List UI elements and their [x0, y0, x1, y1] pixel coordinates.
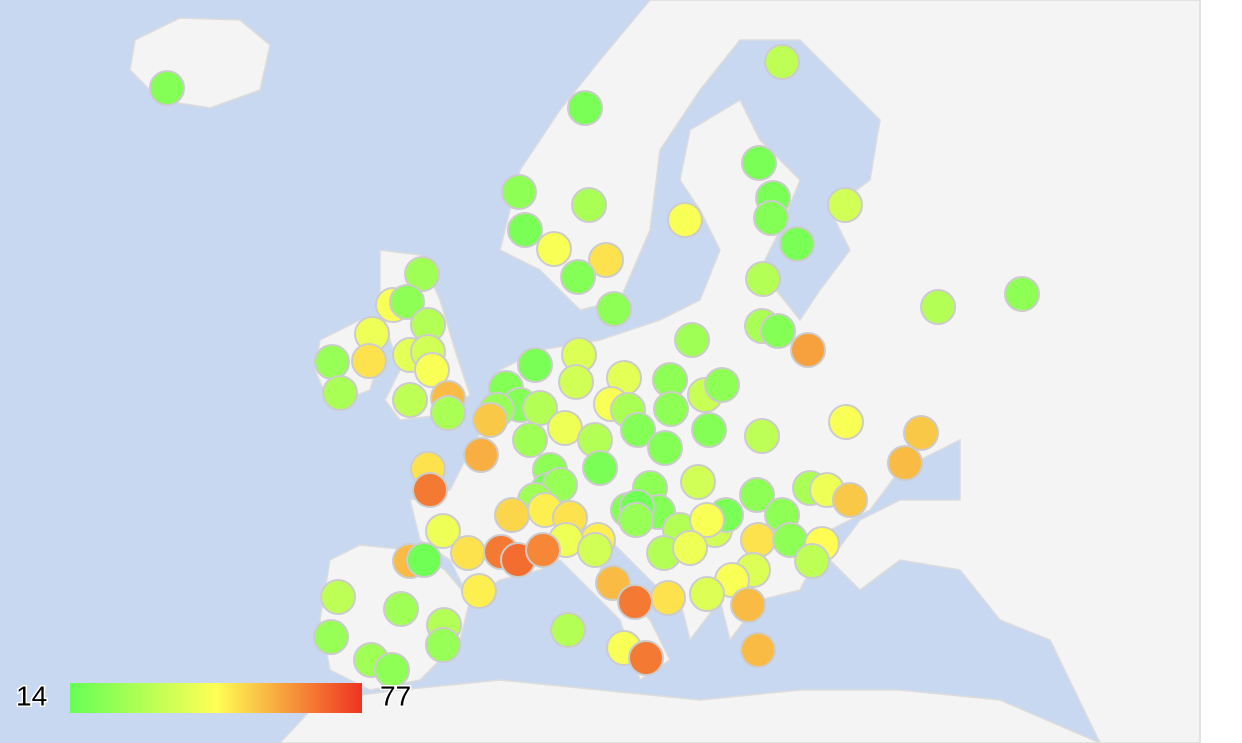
bubble[interactable] — [753, 200, 789, 236]
bubble[interactable] — [617, 584, 653, 620]
bubble[interactable] — [425, 627, 461, 663]
bubble[interactable] — [525, 532, 561, 568]
bubble[interactable] — [618, 502, 654, 538]
bubble[interactable] — [887, 445, 923, 481]
bubble[interactable] — [383, 591, 419, 627]
bubble[interactable] — [472, 402, 508, 438]
bubble[interactable] — [691, 412, 727, 448]
bubble[interactable] — [704, 367, 740, 403]
bubble[interactable] — [351, 343, 387, 379]
bubble[interactable] — [507, 212, 543, 248]
bubble[interactable] — [425, 513, 461, 549]
bubble[interactable] — [647, 430, 683, 466]
bubble[interactable] — [628, 640, 664, 676]
bubble[interactable] — [558, 364, 594, 400]
bubble[interactable] — [412, 472, 448, 508]
bubble[interactable] — [689, 576, 725, 612]
legend-max: 77 — [380, 680, 411, 711]
bubble[interactable] — [313, 619, 349, 655]
bubble[interactable] — [550, 612, 586, 648]
bubble[interactable] — [512, 422, 548, 458]
bubble[interactable] — [674, 322, 710, 358]
bubble[interactable] — [389, 284, 425, 320]
bubble[interactable] — [314, 344, 350, 380]
bubble[interactable] — [903, 415, 939, 451]
bubble[interactable] — [596, 291, 632, 327]
bubble[interactable] — [560, 259, 596, 295]
bubble[interactable] — [790, 332, 826, 368]
bubble[interactable] — [461, 573, 497, 609]
bubble[interactable] — [374, 652, 410, 688]
bubble[interactable] — [764, 44, 800, 80]
bubble[interactable] — [779, 226, 815, 262]
legend: 14 77 — [15, 679, 413, 713]
bubble[interactable] — [667, 202, 703, 238]
bubble[interactable] — [653, 391, 689, 427]
bubble[interactable] — [149, 70, 185, 106]
bubble[interactable] — [404, 256, 440, 292]
bubble[interactable] — [406, 542, 442, 578]
legend-min: 14 — [16, 680, 47, 711]
bubble[interactable] — [517, 347, 553, 383]
bubble[interactable] — [744, 418, 780, 454]
bubble[interactable] — [414, 352, 450, 388]
bubble[interactable] — [741, 145, 777, 181]
bubble[interactable] — [522, 390, 558, 426]
bubble[interactable] — [450, 535, 486, 571]
bubble[interactable] — [430, 395, 466, 431]
bubble[interactable] — [832, 482, 868, 518]
bubble[interactable] — [672, 530, 708, 566]
bubble[interactable] — [794, 543, 830, 579]
color-scale — [70, 683, 362, 713]
bubble[interactable] — [745, 261, 781, 297]
bubble[interactable] — [689, 502, 725, 538]
bubble[interactable] — [571, 187, 607, 223]
bubble[interactable] — [320, 579, 356, 615]
bubble[interactable] — [577, 532, 613, 568]
bubble[interactable] — [1004, 276, 1040, 312]
bubble[interactable] — [536, 231, 572, 267]
bubble[interactable] — [828, 404, 864, 440]
bubble[interactable] — [547, 410, 583, 446]
bubble[interactable] — [680, 464, 716, 500]
bubble[interactable] — [588, 242, 624, 278]
bubble[interactable] — [322, 375, 358, 411]
bubble[interactable] — [392, 382, 428, 418]
bubble[interactable] — [582, 450, 618, 486]
bubble[interactable] — [567, 90, 603, 126]
bubble[interactable] — [740, 632, 776, 668]
bubble[interactable] — [730, 587, 766, 623]
bubble[interactable] — [760, 313, 796, 349]
bubble[interactable] — [739, 477, 775, 513]
bubble[interactable] — [827, 187, 863, 223]
bubble[interactable] — [494, 497, 530, 533]
bubbles — [149, 44, 1040, 688]
bubble[interactable] — [620, 412, 656, 448]
bubble[interactable] — [501, 174, 537, 210]
bubble[interactable] — [650, 580, 686, 616]
bubble[interactable] — [920, 289, 956, 325]
bubble[interactable] — [463, 437, 499, 473]
